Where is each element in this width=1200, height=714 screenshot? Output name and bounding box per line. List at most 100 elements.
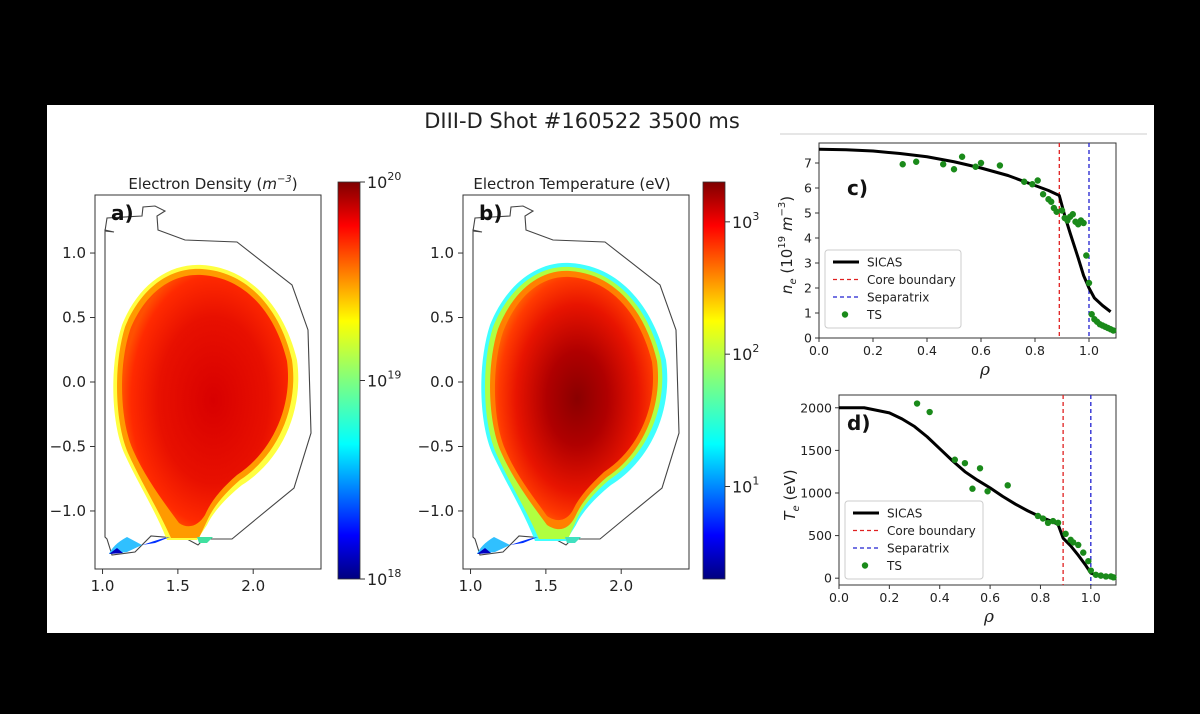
chart-d-plot: 0.0 0.2 0.4 0.6 0.8 1.0 0 500 1000 1500 2000: [800, 395, 1117, 605]
chart-a-ytick-label: −1.0: [50, 502, 86, 520]
chart-a-axes: 1.0 1.5 2.0 1.0 0.5 0.0 −0.5 −1.0: [50, 244, 266, 595]
chart-c-ylabel: ne (1019 m−3): [777, 196, 799, 294]
chart-b-ytick-label: 1.0: [430, 244, 454, 262]
chart-c-ytick-label: 3: [804, 256, 812, 271]
chart-c-ts-point: [1083, 252, 1090, 259]
chart-d-ts-point: [1085, 557, 1092, 565]
chart-c-xtick-label: 0.2: [863, 343, 883, 358]
chart-d-xtick-label: 0.2: [879, 590, 899, 605]
chart-a-cbar-tick-label: 1020: [367, 170, 401, 192]
chart-d-ts-point: [1075, 541, 1082, 549]
chart-b-cbar-base: 10: [732, 213, 752, 232]
chart-c-ts-point: [913, 158, 920, 165]
chart-a-cbar-tick-label: 1019: [367, 369, 401, 391]
chart-a-title-text: Electron Density (: [128, 175, 262, 193]
chart-c-panel-label: c): [847, 176, 868, 200]
chart-c-legend-label: Core boundary: [867, 273, 956, 287]
chart-c-legend-swatch: [841, 311, 849, 318]
chart-d-ts-point: [1039, 515, 1047, 522]
chart-a-title-unit: m: [262, 175, 277, 193]
chart-c-legend-label: TS: [866, 308, 882, 322]
chart-c-ts-point: [940, 161, 947, 168]
chart-d-legend-label: Separatrix: [887, 542, 949, 556]
chart-d-xtick-label: 1.0: [1081, 590, 1101, 605]
chart-d-xtick-label: 0.6: [980, 590, 1000, 605]
chart-c-legend-label: Separatrix: [867, 291, 929, 305]
chart-density-map: Electron Density (m−3) 1.0 1.5 2.0 1.0 0.5 0.…: [50, 170, 402, 595]
chart-a-title-exp: −3: [277, 174, 292, 185]
chart-a-ytick-label: 1.0: [62, 244, 86, 262]
chart-d-legend-swatch: [861, 562, 869, 569]
chart-d-ts-point: [1044, 519, 1052, 527]
chart-d-ts-point: [1110, 574, 1117, 581]
chart-d-ts-point: [1062, 530, 1069, 538]
chart-c-ts-point: [972, 163, 979, 170]
chart-c-ylabel-unit: m: [778, 217, 796, 236]
chart-b-cbar-exp: 3: [752, 210, 759, 223]
chart-b-xtick-label: 1.5: [534, 577, 558, 595]
chart-c-ts-point: [1069, 211, 1076, 218]
chart-d-ts-point: [961, 459, 969, 467]
chart-a-panel-label: a): [111, 201, 134, 225]
chart-d-panel-label: d): [847, 411, 870, 435]
chart-a-vessel-wall: [104, 205, 312, 556]
chart-d-ts-point: [1034, 512, 1042, 520]
chart-b-cbar-tick-label: 101: [732, 475, 759, 497]
chart-c-ytick-label: 2: [804, 281, 812, 296]
chart-a-xtick-label: 1.0: [91, 577, 115, 595]
chart-d-xtick-label: 0.4: [930, 590, 950, 605]
chart-a-plasma: [109, 264, 299, 554]
chart-d-ts-point: [913, 400, 921, 407]
chart-c-ts-point: [1053, 208, 1060, 215]
chart-c-ts-point: [1058, 207, 1066, 214]
chart-c-ts-point: [1080, 219, 1087, 227]
chart-d-ts-point: [1080, 549, 1087, 556]
chart-d-ylabel-post: (eV): [781, 469, 799, 505]
chart-a-xtick-label: 1.5: [166, 577, 190, 595]
chart-c-ytick-label: 6: [804, 181, 812, 196]
chart-b-panel-label: b): [479, 201, 502, 225]
chart-a-cbar-exp: 20: [387, 170, 401, 183]
chart-d-ts-point: [1097, 572, 1105, 579]
chart-a-cbar-tick-label: 1018: [367, 567, 401, 589]
chart-c-ts-point: [977, 159, 985, 167]
chart-c-ytick-label: 7: [804, 156, 812, 171]
chart-c-series-sicas: [818, 147, 1112, 313]
chart-b-plasma: [477, 262, 668, 554]
chart-b-vessel-wall: [472, 205, 680, 556]
chart-d-ytick-label: 1000: [800, 485, 832, 500]
chart-c-ts-point: [1088, 311, 1095, 318]
chart-c-legend-box: [824, 249, 962, 329]
chart-a-cbar-exp: 18: [387, 567, 401, 580]
chart-d-ts-point: [1102, 573, 1110, 580]
chart-d-frame: [838, 394, 1117, 586]
chart-b-ytick-label: 0.0: [430, 373, 454, 391]
chart-d-ts-point: [951, 456, 959, 463]
chart-a-ytick-label: −0.5: [50, 437, 86, 455]
chart-c-plot: 0.0 0.2 0.4 0.6 0.8 1.0 0 1 2 3 4 5 6 7: [804, 143, 1117, 358]
chart-d-ylabel-sym: T: [781, 510, 799, 521]
chart-c-ytick-label: 4: [804, 231, 812, 246]
chart-c-ts-point: [1021, 178, 1028, 185]
chart-d-ytick-label: 2000: [800, 400, 832, 415]
chart-c-ylabel-exp2: −3: [777, 202, 788, 217]
chart-c-xlabel: ρ: [979, 360, 990, 380]
chart-c-ts-point: [1029, 181, 1036, 188]
chart-d-ytick-label: 0: [824, 571, 832, 586]
chart-c-xtick-label: 0.0: [809, 343, 829, 358]
chart-d-ts-point: [1054, 519, 1062, 527]
chart-c-ts-point: [899, 161, 906, 168]
chart-d-legend-label: SICAS: [887, 507, 922, 521]
chart-c-ytick-label: 0: [804, 331, 812, 346]
chart-c-xtick-label: 0.6: [971, 343, 991, 358]
chart-a-colorbar: [337, 181, 361, 580]
chart-d-series-sicas: [839, 406, 1114, 579]
figure-title: DIII-D Shot #160522 3500 ms: [424, 109, 740, 133]
chart-c-ylabel-sub: e: [788, 278, 799, 284]
chart-a-ytick-label: 0.0: [62, 373, 86, 391]
chart-d-ytick-label: 1500: [800, 443, 832, 458]
chart-b-ytick-label: −0.5: [418, 437, 454, 455]
chart-c-ts-point: [1048, 198, 1055, 205]
chart-density-profile: 0.0 0.2 0.4 0.6 0.8 1.0 0 1 2 3 4 5 6 7 c) ρ ne (1019…: [777, 142, 1117, 380]
